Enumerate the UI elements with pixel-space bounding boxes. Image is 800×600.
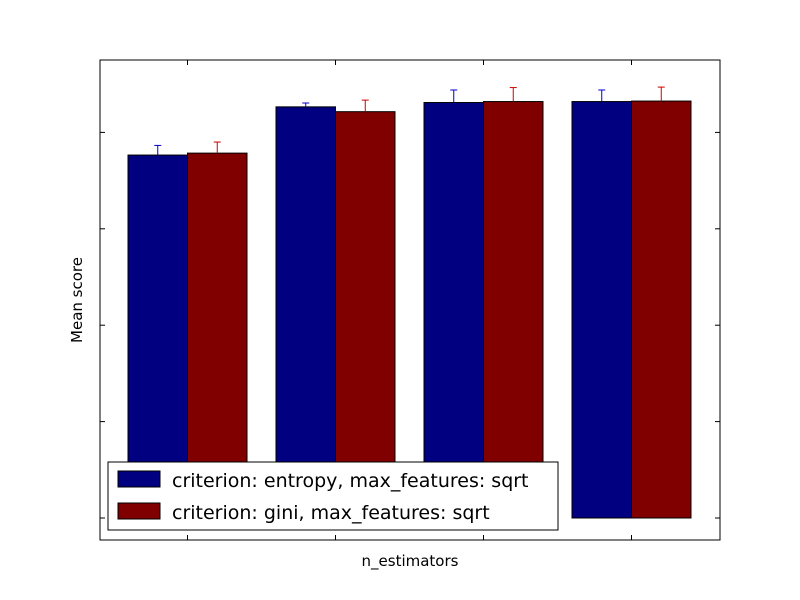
error-bar-gini-0 bbox=[213, 141, 221, 154]
error-bar-gini-2 bbox=[509, 87, 517, 102]
error-bar-entropy-0 bbox=[154, 144, 162, 156]
x-axis-label: n_estimators bbox=[362, 552, 459, 571]
error-bar-gini-1 bbox=[361, 99, 369, 112]
bar-gini-1 bbox=[335, 111, 396, 519]
bars-group bbox=[127, 100, 692, 519]
axis-ticks-group bbox=[100, 60, 720, 540]
error-bar-entropy-2 bbox=[450, 89, 458, 103]
bar-entropy-1 bbox=[275, 106, 336, 519]
error-bar-gini-3 bbox=[657, 86, 665, 102]
bar-entropy-2 bbox=[423, 102, 484, 519]
bar-gini-2 bbox=[483, 101, 544, 519]
legend-swatch-entropy bbox=[117, 470, 161, 488]
error-bars-group bbox=[154, 86, 665, 156]
legend-label-gini: criterion: gini, max_features: sqrt bbox=[172, 502, 490, 524]
error-bar-entropy-1 bbox=[302, 102, 310, 107]
legend-box bbox=[107, 461, 559, 531]
legend-label-entropy: criterion: entropy, max_features: sqrt bbox=[172, 470, 529, 492]
bar-entropy-0 bbox=[127, 154, 188, 519]
bar-entropy-3 bbox=[571, 101, 632, 519]
bar-gini-3 bbox=[631, 100, 692, 519]
plot-frame bbox=[99, 59, 721, 541]
error-bar-entropy-3 bbox=[598, 89, 606, 102]
legend: criterion: entropy, max_features: sqrt c… bbox=[107, 461, 559, 531]
y-axis-label: Mean score bbox=[68, 257, 86, 343]
legend-swatch-gini bbox=[117, 502, 161, 520]
